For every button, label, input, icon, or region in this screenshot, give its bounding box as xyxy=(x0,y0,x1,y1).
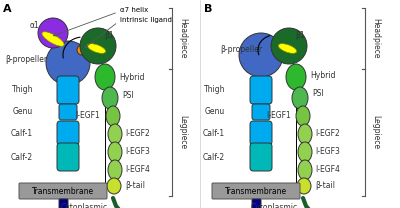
Ellipse shape xyxy=(298,142,312,162)
Ellipse shape xyxy=(108,124,122,144)
FancyBboxPatch shape xyxy=(250,143,272,171)
Ellipse shape xyxy=(298,160,312,180)
Text: β-tail: β-tail xyxy=(315,182,335,191)
Text: Calf-1: Calf-1 xyxy=(11,129,33,137)
Text: Transmembrane: Transmembrane xyxy=(32,187,94,196)
Text: PSI: PSI xyxy=(312,89,324,99)
Ellipse shape xyxy=(296,106,310,126)
Text: I-EGF2: I-EGF2 xyxy=(315,130,340,139)
Ellipse shape xyxy=(108,142,122,162)
Text: I-EGF1: I-EGF1 xyxy=(266,111,291,120)
Circle shape xyxy=(80,28,116,64)
Ellipse shape xyxy=(298,124,312,144)
FancyBboxPatch shape xyxy=(212,183,300,199)
Text: Legpiece: Legpiece xyxy=(178,115,187,149)
Circle shape xyxy=(77,45,87,55)
FancyBboxPatch shape xyxy=(250,76,272,104)
Text: Calf-1: Calf-1 xyxy=(203,129,225,137)
Ellipse shape xyxy=(95,64,115,90)
Text: Cytoplasmic: Cytoplasmic xyxy=(250,203,298,208)
Text: Transmembrane: Transmembrane xyxy=(225,187,287,196)
Circle shape xyxy=(239,33,283,77)
Text: A: A xyxy=(3,4,12,14)
Ellipse shape xyxy=(292,87,308,109)
Circle shape xyxy=(38,18,68,48)
Text: I-EGF1: I-EGF1 xyxy=(75,111,100,120)
Text: Headpiece: Headpiece xyxy=(371,18,380,58)
Ellipse shape xyxy=(297,178,311,194)
Ellipse shape xyxy=(278,44,297,53)
Text: Calf-2: Calf-2 xyxy=(203,152,225,161)
Ellipse shape xyxy=(108,160,122,180)
FancyBboxPatch shape xyxy=(57,121,79,145)
Text: I-EGF3: I-EGF3 xyxy=(125,147,150,156)
Ellipse shape xyxy=(106,106,120,126)
Text: β-propeller: β-propeller xyxy=(5,56,47,64)
Text: Cytoplasmic: Cytoplasmic xyxy=(60,203,108,208)
Text: β1: β1 xyxy=(104,31,114,40)
FancyBboxPatch shape xyxy=(59,104,77,120)
Text: I-EGF4: I-EGF4 xyxy=(125,166,150,175)
Text: β-tail: β-tail xyxy=(125,182,145,191)
Text: B: B xyxy=(204,4,212,14)
Text: Hybrid: Hybrid xyxy=(119,73,144,82)
Text: β-propeller: β-propeller xyxy=(220,45,262,53)
Text: α1: α1 xyxy=(30,21,40,30)
Text: α7 helix: α7 helix xyxy=(120,7,148,13)
Text: Genu: Genu xyxy=(205,108,225,116)
FancyBboxPatch shape xyxy=(252,104,270,120)
Ellipse shape xyxy=(107,178,121,194)
Circle shape xyxy=(46,41,90,85)
FancyBboxPatch shape xyxy=(250,121,272,145)
Ellipse shape xyxy=(42,32,64,46)
FancyBboxPatch shape xyxy=(252,199,261,208)
Text: Genu: Genu xyxy=(13,108,33,116)
Ellipse shape xyxy=(87,44,106,53)
Text: Calf-2: Calf-2 xyxy=(11,152,33,161)
FancyBboxPatch shape xyxy=(59,199,68,208)
Text: Intrinsic ligand: Intrinsic ligand xyxy=(120,17,172,23)
Circle shape xyxy=(271,28,307,64)
Text: Legpiece: Legpiece xyxy=(371,115,380,149)
Text: I-EGF3: I-EGF3 xyxy=(315,147,340,156)
FancyBboxPatch shape xyxy=(57,143,79,171)
Text: Hybrid: Hybrid xyxy=(310,71,336,79)
Text: PSI: PSI xyxy=(122,92,134,100)
Text: I-EGF4: I-EGF4 xyxy=(315,166,340,175)
Text: Thigh: Thigh xyxy=(12,85,33,94)
Text: β1: β1 xyxy=(295,31,305,41)
FancyBboxPatch shape xyxy=(19,183,107,199)
Ellipse shape xyxy=(286,64,306,90)
Text: I-EGF2: I-EGF2 xyxy=(125,130,150,139)
Text: Headpiece: Headpiece xyxy=(178,18,187,58)
Ellipse shape xyxy=(102,87,118,109)
Text: Thigh: Thigh xyxy=(204,85,225,94)
FancyBboxPatch shape xyxy=(57,76,79,104)
